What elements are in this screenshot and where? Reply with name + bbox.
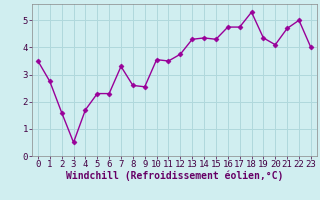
X-axis label: Windchill (Refroidissement éolien,°C): Windchill (Refroidissement éolien,°C) bbox=[66, 171, 283, 181]
